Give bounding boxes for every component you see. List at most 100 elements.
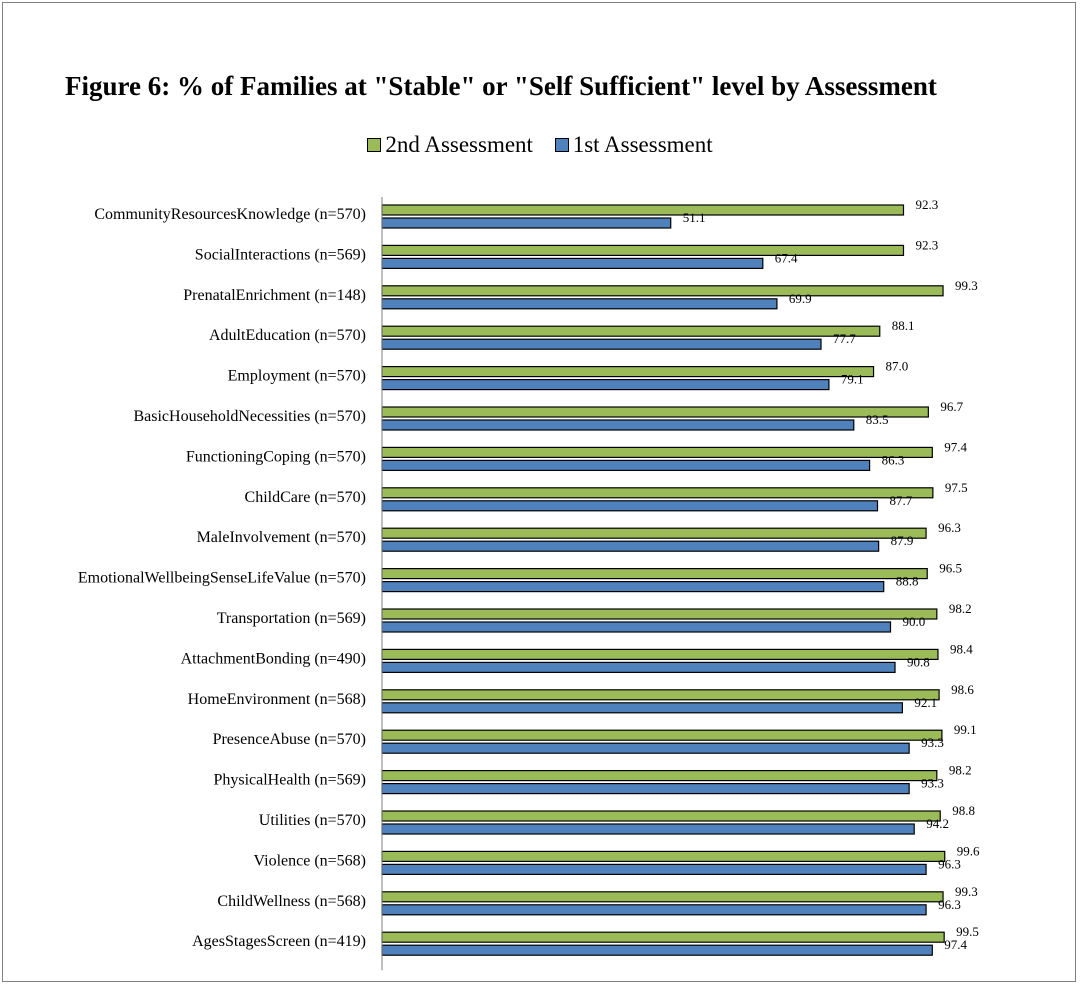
legend-label-series-1: 1st Assessment (572, 132, 713, 157)
data-label-series-0: 99.3 (955, 278, 978, 293)
category-label: ChildWellness (n=568) (217, 893, 366, 910)
bar-series-1 (381, 863, 927, 876)
bar-series-0 (381, 567, 928, 580)
data-label-series-0: 96.3 (938, 520, 961, 535)
category-label: AdultEducation (n=570) (209, 327, 366, 344)
data-label-series-0: 92.3 (915, 237, 938, 252)
data-label-series-1: 79.1 (841, 372, 864, 387)
bar-series-1 (381, 338, 822, 350)
bar-series-1 (381, 540, 880, 552)
category-label: SocialInteractions (n=569) (195, 246, 366, 263)
bar-series-0 (381, 406, 929, 418)
bar-series-1 (381, 782, 910, 795)
category-label: PresenceAbuse (n=570) (213, 731, 366, 748)
bar-series-1 (381, 661, 896, 674)
bar-series-0 (381, 244, 905, 256)
data-label-series-0: 99.6 (957, 843, 980, 858)
data-label-series-0: 98.2 (949, 601, 972, 616)
data-label-series-0: 98.4 (950, 641, 973, 656)
data-label-series-1: 93.3 (921, 776, 944, 791)
legend-label-series-0: 2nd Assessment (385, 132, 533, 157)
bar-series-1 (381, 742, 910, 754)
data-label-series-1: 67.4 (775, 250, 798, 265)
category-label: BasicHouseholdNecessities (n=570) (133, 408, 366, 425)
bar-series-0 (381, 689, 940, 701)
bar-series-1 (381, 702, 903, 714)
data-label-series-0: 92.3 (915, 197, 938, 212)
chart-legend: 2nd Assessment 1st Assessment (0, 132, 1080, 158)
bar-series-0 (381, 608, 938, 620)
data-label-series-0: 98.6 (951, 682, 974, 697)
bar-series-0 (381, 891, 944, 903)
category-label: FunctioningCoping (n=570) (186, 448, 366, 465)
data-label-series-1: 96.3 (938, 897, 961, 912)
bar-series-1 (381, 257, 764, 269)
data-label-series-1: 97.4 (944, 937, 967, 952)
data-label-series-0: 96.7 (940, 399, 963, 414)
bar-series-0 (381, 850, 946, 863)
bar-series-0 (381, 487, 934, 499)
legend-swatch-series-1 (554, 138, 569, 152)
data-label-series-0: 97.5 (945, 480, 968, 495)
data-label-series-0: 98.2 (949, 763, 972, 778)
bar-series-1 (381, 459, 871, 471)
data-label-series-1: 94.2 (926, 816, 949, 831)
bar-series-1 (381, 379, 830, 391)
data-label-series-0: 97.4 (944, 439, 967, 454)
chart-title: Figure 6: % of Families at "Stable" or "… (65, 71, 937, 101)
bar-series-0 (381, 325, 881, 337)
data-label-series-1: 90.8 (907, 654, 930, 669)
bar-series-0 (381, 769, 938, 782)
bar-series-1 (381, 419, 855, 431)
category-label: HomeEnvironment (n=568) (188, 691, 366, 708)
bar-series-1 (381, 904, 927, 916)
data-label-series-1: 87.7 (890, 493, 913, 508)
data-label-series-0: 98.8 (952, 803, 975, 818)
bar-series-0 (381, 729, 943, 741)
data-label-series-1: 92.1 (914, 695, 937, 710)
bar-series-1 (381, 217, 672, 229)
data-label-series-1: 86.3 (882, 452, 905, 467)
category-label: MaleInvolvement (n=570) (197, 529, 366, 546)
data-label-series-1: 88.8 (896, 574, 919, 589)
legend-swatch-series-0 (367, 138, 382, 152)
category-label: EmotionalWellbeingSenseLifeValue (n=570) (78, 570, 366, 587)
bar-series-1 (381, 500, 879, 512)
bar-series-0 (381, 366, 875, 378)
category-label: Violence (n=568) (254, 852, 366, 869)
data-label-series-0: 99.1 (954, 722, 977, 737)
data-label-series-1: 90.0 (903, 614, 926, 629)
bar-series-1 (381, 823, 915, 835)
bar-series-0 (381, 931, 945, 943)
bar-series-0 (381, 810, 941, 822)
data-label-series-0: 96.5 (939, 561, 962, 576)
bar-series-0 (381, 446, 933, 458)
category-label: ChildCare (n=570) (245, 489, 366, 506)
category-label: Transportation (n=569) (217, 610, 366, 627)
data-label-series-1: 87.9 (891, 533, 914, 548)
category-label: AgesStagesScreen (n=419) (192, 933, 366, 950)
data-label-series-1: 51.1 (683, 210, 706, 225)
data-label-series-0: 99.3 (955, 884, 978, 899)
data-label-series-0: 99.5 (956, 924, 979, 939)
bar-series-0 (381, 527, 927, 539)
data-label-series-1: 93.3 (921, 735, 944, 750)
bar-series-1 (381, 298, 778, 310)
category-label: PrenatalEnrichment (n=148) (183, 287, 366, 304)
category-label: AttachmentBonding (n=490) (181, 650, 366, 667)
data-label-series-1: 69.9 (789, 291, 812, 306)
bar-series-1 (381, 580, 885, 593)
category-label: PhysicalHealth (n=569) (213, 772, 366, 789)
category-label: CommunityResourcesKnowledge (n=570) (94, 206, 366, 223)
legend-item-series-0: 2nd Assessment (367, 132, 533, 158)
bar-series-1 (381, 944, 933, 956)
legend-item-series-1: 1st Assessment (554, 132, 713, 158)
data-label-series-1: 83.5 (866, 412, 889, 427)
bar-series-1 (381, 621, 892, 633)
bar-series-0 (381, 648, 939, 661)
category-label: Employment (n=570) (228, 368, 366, 385)
data-label-series-0: 87.0 (886, 359, 909, 374)
data-label-series-0: 88.1 (892, 318, 915, 333)
bar-series-0 (381, 285, 944, 297)
